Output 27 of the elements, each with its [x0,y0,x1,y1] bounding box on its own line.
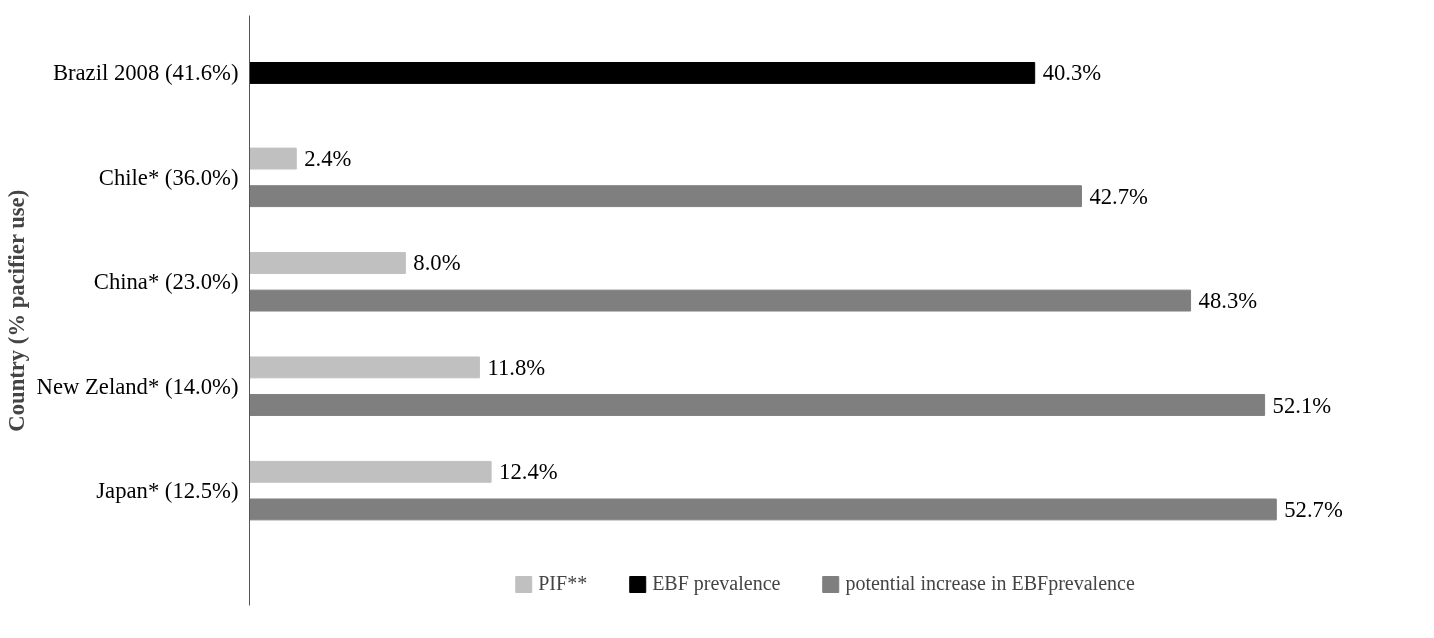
data-label: 42.7% [1089,183,1149,209]
legend-label: PIF** [538,572,588,595]
legend-label: potential increase in EBFprevalence [845,572,1135,595]
bar [249,289,1192,312]
y-axis-title: Country (% pacifier use) [3,189,29,432]
bar [249,147,297,170]
bar [249,498,1277,521]
data-label: 12.4% [499,459,558,485]
data-label: 8.0% [413,250,461,276]
bar [249,185,1082,208]
data-label: 2.4% [304,146,352,172]
legend-label: EBF prevalence [652,572,781,595]
data-label: 52.7% [1284,496,1343,522]
y-tick-label: China* (23.0%) [93,269,239,295]
bar [249,356,480,379]
bar [249,460,492,483]
bar [249,394,1266,416]
bar [249,61,1036,84]
bar [249,252,406,274]
data-label: 40.3% [1042,60,1102,86]
data-label: 52.1% [1272,392,1332,418]
y-tick-label: Brazil 2008 (41.6%) [52,60,239,86]
data-label: 11.8% [487,354,546,380]
y-tick-label: Japan* (12.5%) [96,478,239,504]
y-tick-label: Chile* (36.0%) [98,164,239,190]
y-tick-label: New Zeland* (14.0%) [36,373,239,399]
data-label: 48.3% [1198,288,1258,314]
